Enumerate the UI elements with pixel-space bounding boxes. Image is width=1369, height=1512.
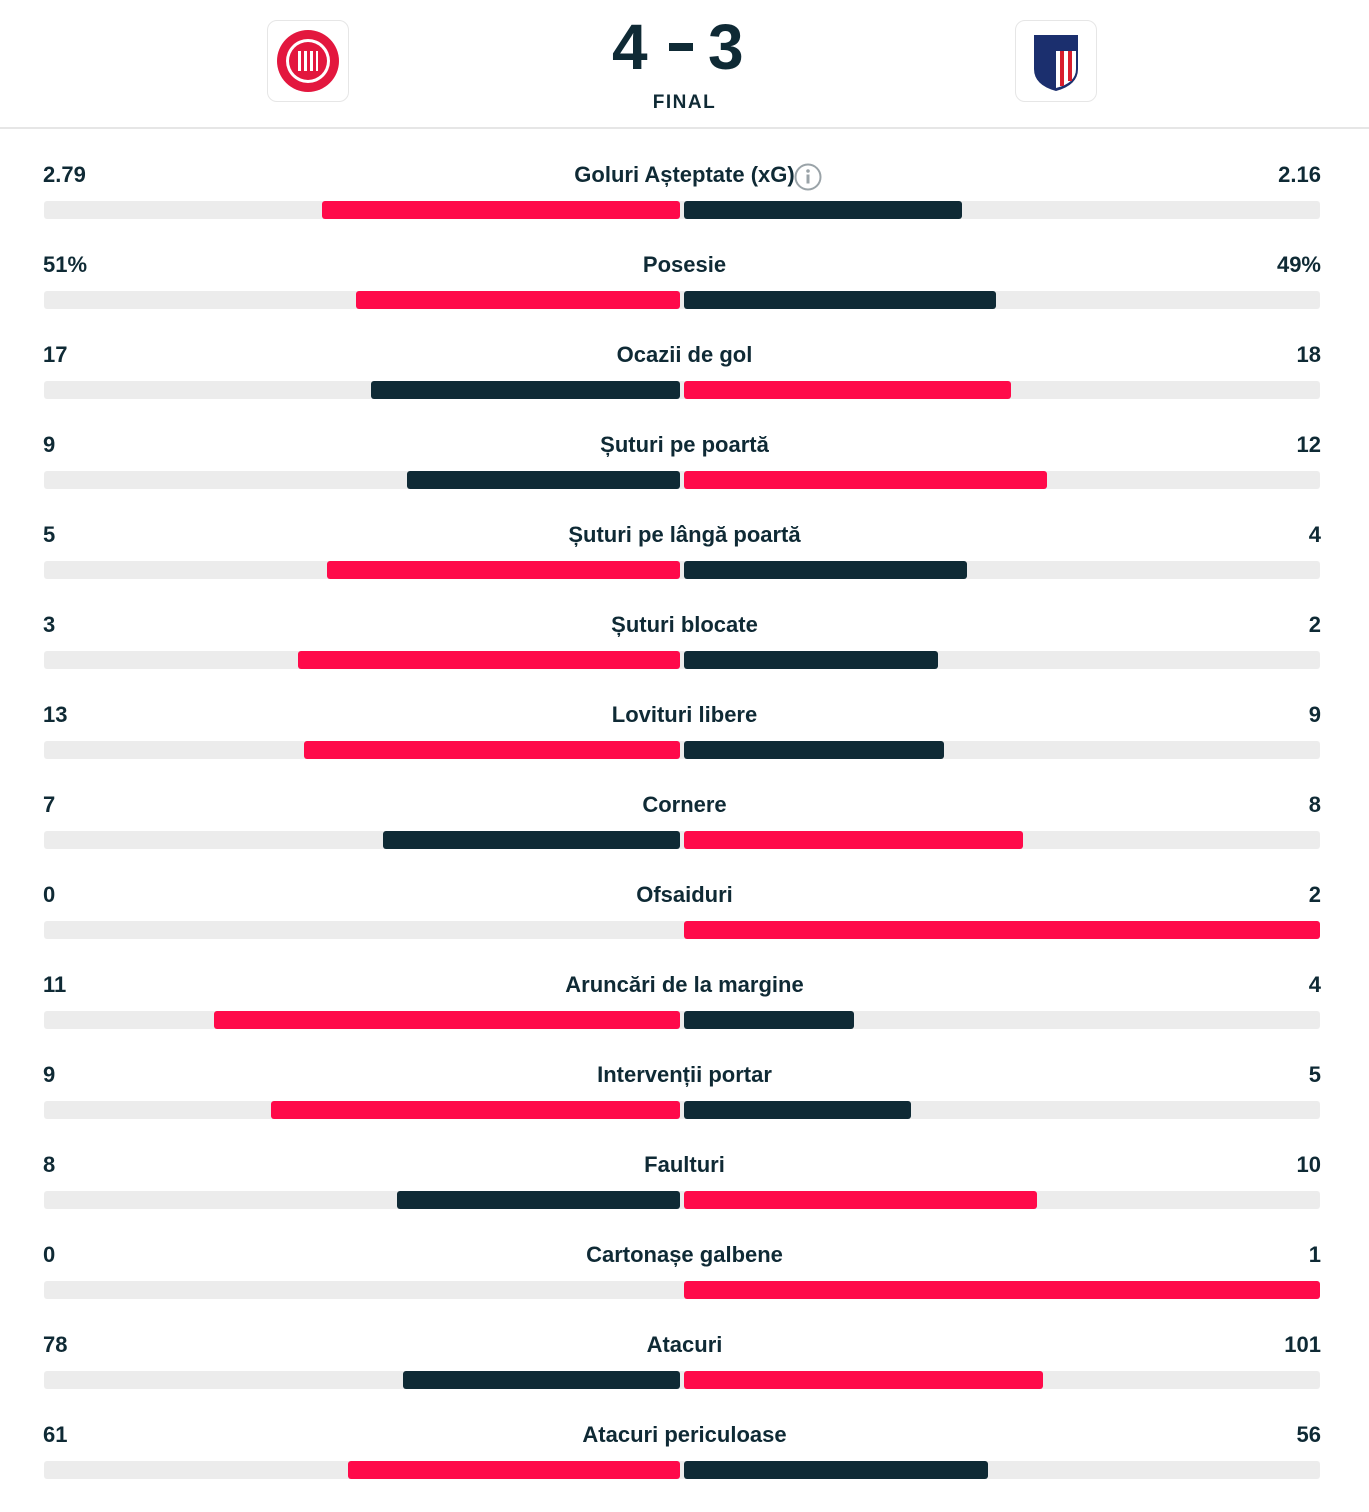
- match-status: FINAL: [652, 92, 717, 113]
- home-bar: [326, 561, 680, 579]
- away-value: 4: [1308, 972, 1321, 997]
- home-value: 3: [43, 612, 56, 637]
- home-value: 5: [43, 522, 56, 547]
- stat-label: Ocazii de gol: [616, 342, 753, 367]
- stat-label: Ofsaiduri: [636, 882, 733, 907]
- away-bar: [684, 201, 962, 219]
- away-score: 3: [708, 11, 744, 83]
- away-bar: [684, 381, 1012, 399]
- home-bar: [304, 741, 680, 759]
- home-bar: [355, 291, 680, 309]
- home-bar: [371, 381, 680, 399]
- home-bar: [321, 201, 680, 219]
- away-bar: [684, 1371, 1043, 1389]
- score-separator: [669, 43, 693, 51]
- stat-track: [44, 381, 1320, 399]
- info-icon[interactable]: [793, 162, 823, 192]
- away-crest: [1034, 35, 1078, 91]
- home-value: 7: [43, 792, 56, 817]
- stat-label: Șuturi pe poartă: [600, 432, 769, 457]
- home-bar: [348, 1461, 680, 1479]
- away-bar: [684, 831, 1024, 849]
- stat-label: Atacuri: [646, 1332, 723, 1357]
- home-bar: [383, 831, 680, 849]
- away-value: 2.16: [1278, 162, 1321, 187]
- home-value: 11: [43, 972, 67, 997]
- stat-label: Atacuri periculoase: [582, 1422, 787, 1447]
- home-value: 9: [43, 432, 56, 457]
- stat-label: Goluri Așteptate (xG): [574, 162, 795, 187]
- away-value: 49%: [1276, 252, 1321, 277]
- stat-track: [44, 201, 1320, 219]
- stat-label: Intervenții portar: [597, 1062, 772, 1087]
- stat-label: Cornere: [642, 792, 727, 817]
- stat-track: [44, 1371, 1320, 1389]
- home-crest: [277, 30, 339, 92]
- stat-track: [44, 831, 1320, 849]
- away-bar: [684, 651, 939, 669]
- away-value: 2: [1308, 612, 1321, 637]
- home-value: 61: [43, 1422, 68, 1447]
- stat-track: [44, 651, 1320, 669]
- away-value: 2: [1308, 882, 1321, 907]
- away-value: 10: [1296, 1152, 1321, 1177]
- home-value: 2.79: [43, 162, 86, 187]
- home-value: 0: [43, 1242, 56, 1267]
- away-value: 101: [1284, 1332, 1321, 1357]
- away-value: 4: [1308, 522, 1321, 547]
- home-value: 13: [43, 702, 68, 727]
- home-bar: [298, 651, 680, 669]
- away-bar: [684, 1191, 1038, 1209]
- stat-label: Posesie: [642, 252, 727, 277]
- away-bar: [684, 1281, 1320, 1299]
- stat-track: [44, 1101, 1320, 1119]
- stat-track: [44, 561, 1320, 579]
- away-team-logo[interactable]: [1015, 20, 1097, 102]
- away-value: 1: [1308, 1242, 1321, 1267]
- stat-track: [44, 471, 1320, 489]
- home-value: 8: [43, 1152, 56, 1177]
- stat-label: Șuturi blocate: [611, 612, 758, 637]
- away-value: 5: [1308, 1062, 1321, 1087]
- home-score: 4: [612, 11, 648, 83]
- home-value: 51%: [43, 252, 88, 277]
- match-header: 4 3 FINAL: [0, 0, 1369, 129]
- away-value: 18: [1296, 342, 1321, 367]
- away-bar: [684, 921, 1320, 939]
- away-bar: [684, 1461, 989, 1479]
- home-bar: [271, 1101, 680, 1119]
- away-bar: [684, 561, 967, 579]
- away-value: 12: [1296, 432, 1321, 457]
- stat-label: Aruncări de la margine: [565, 972, 804, 997]
- home-value: 17: [43, 342, 68, 367]
- away-bar: [684, 741, 945, 759]
- home-value: 9: [43, 1062, 56, 1087]
- home-value: 78: [43, 1332, 68, 1357]
- stat-track: [44, 1461, 1320, 1479]
- stat-label: Șuturi pe lângă poartă: [568, 522, 801, 547]
- away-bar: [684, 471, 1048, 489]
- away-bar: [684, 1011, 854, 1029]
- stat-label: Lovituri libere: [611, 702, 758, 727]
- stat-track: [44, 1191, 1320, 1209]
- home-bar: [397, 1191, 680, 1209]
- home-bar: [402, 1371, 680, 1389]
- stat-label: Cartonașe galbene: [586, 1242, 783, 1267]
- stat-track: [44, 291, 1320, 309]
- stat-label: Faulturi: [644, 1152, 725, 1177]
- home-bar: [407, 471, 680, 489]
- home-bar: [213, 1011, 680, 1029]
- away-value: 8: [1308, 792, 1321, 817]
- away-bar: [684, 1101, 912, 1119]
- away-value: 56: [1296, 1422, 1321, 1447]
- stat-track: [44, 741, 1320, 759]
- away-value: 9: [1308, 702, 1321, 727]
- away-bar: [684, 291, 996, 309]
- home-value: 0: [43, 882, 56, 907]
- home-team-logo[interactable]: [267, 20, 349, 102]
